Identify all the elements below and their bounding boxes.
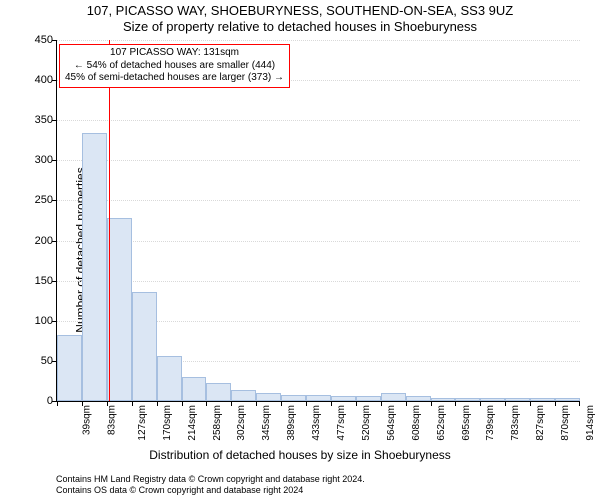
histogram-bar (356, 396, 381, 401)
x-tick-label: 827sqm (535, 405, 546, 441)
histogram-bar (406, 396, 431, 401)
chart-subtitle: Size of property relative to detached ho… (0, 20, 600, 34)
histogram-bar (555, 398, 580, 401)
histogram-bar (57, 335, 82, 401)
x-tick-mark (406, 401, 407, 406)
histogram-bar (530, 398, 555, 401)
footer-attribution: Contains HM Land Registry data © Crown c… (56, 474, 365, 496)
histogram-bar (82, 133, 107, 401)
y-tick-label: 250 (35, 194, 57, 206)
plot-area: 05010015020025030035040045039sqm83sqm127… (56, 40, 580, 402)
annotation-line: 45% of semi-detached houses are larger (… (65, 72, 284, 85)
footer-line-1: Contains HM Land Registry data © Crown c… (56, 474, 365, 485)
x-tick-mark (82, 401, 83, 406)
histogram-bar (381, 393, 406, 401)
histogram-bar (107, 218, 132, 401)
gridline (57, 120, 580, 121)
histogram-bar (455, 398, 480, 401)
x-tick-label: 564sqm (386, 405, 397, 441)
footer-line-2: Contains OS data © Crown copyright and d… (56, 485, 365, 496)
histogram-bar (256, 393, 281, 401)
x-axis-label: Distribution of detached houses by size … (0, 448, 600, 462)
y-tick-label: 450 (35, 34, 57, 46)
x-tick-label: 258sqm (212, 405, 223, 441)
x-tick-label: 520sqm (361, 405, 372, 441)
x-tick-mark (555, 401, 556, 406)
y-tick-label: 0 (47, 395, 57, 407)
gridline (57, 160, 580, 161)
x-tick-mark (306, 401, 307, 406)
y-tick-label: 350 (35, 114, 57, 126)
histogram-bar (331, 396, 356, 401)
x-tick-mark (505, 401, 506, 406)
y-tick-label: 400 (35, 74, 57, 86)
x-tick-mark (107, 401, 108, 406)
x-tick-label: 477sqm (336, 405, 347, 441)
histogram-bar (306, 395, 331, 401)
x-tick-mark (356, 401, 357, 406)
gridline (57, 281, 580, 282)
x-tick-label: 127sqm (137, 405, 148, 441)
x-tick-label: 389sqm (286, 405, 297, 441)
x-tick-mark (431, 401, 432, 406)
histogram-bar (206, 383, 231, 401)
x-tick-label: 914sqm (585, 405, 596, 441)
annotation-box: 107 PICASSO WAY: 131sqm← 54% of detached… (59, 44, 290, 88)
chart-title: 107, PICASSO WAY, SHOEBURYNESS, SOUTHEND… (0, 4, 600, 18)
x-tick-label: 739sqm (486, 405, 497, 441)
x-tick-label: 783sqm (510, 405, 521, 441)
y-tick-label: 150 (35, 275, 57, 287)
histogram-bar (505, 398, 530, 401)
x-tick-mark (579, 401, 580, 406)
x-tick-mark (157, 401, 158, 406)
histogram-bar (431, 398, 456, 401)
x-tick-mark (231, 401, 232, 406)
x-tick-label: 39sqm (82, 405, 93, 435)
histogram-bar (182, 377, 207, 401)
x-tick-label: 695sqm (461, 405, 472, 441)
x-tick-label: 345sqm (261, 405, 272, 441)
gridline (57, 241, 580, 242)
histogram-bar (231, 390, 256, 401)
x-tick-mark (480, 401, 481, 406)
x-tick-mark (281, 401, 282, 406)
x-tick-mark (182, 401, 183, 406)
chart-container: { "chart": { "type": "histogram", "title… (0, 0, 600, 500)
gridline (57, 40, 580, 41)
x-tick-mark (455, 401, 456, 406)
y-tick-label: 50 (41, 355, 57, 367)
annotation-line: ← 54% of detached houses are smaller (44… (65, 60, 284, 73)
histogram-bar (132, 292, 157, 401)
x-tick-label: 433sqm (311, 405, 322, 441)
x-tick-label: 214sqm (187, 405, 198, 441)
x-tick-mark (132, 401, 133, 406)
x-tick-label: 608sqm (411, 405, 422, 441)
y-tick-label: 200 (35, 235, 57, 247)
histogram-bar (281, 395, 306, 401)
x-tick-mark (381, 401, 382, 406)
x-tick-label: 870sqm (560, 405, 571, 441)
x-tick-label: 302sqm (237, 405, 248, 441)
gridline (57, 200, 580, 201)
y-tick-label: 100 (35, 315, 57, 327)
x-tick-mark (57, 401, 58, 406)
x-tick-mark (331, 401, 332, 406)
x-tick-label: 83sqm (106, 405, 117, 435)
histogram-bar (480, 398, 505, 401)
annotation-line: 107 PICASSO WAY: 131sqm (65, 47, 284, 60)
x-tick-mark (530, 401, 531, 406)
x-tick-label: 652sqm (436, 405, 447, 441)
x-tick-mark (256, 401, 257, 406)
histogram-bar (157, 356, 182, 401)
x-tick-mark (206, 401, 207, 406)
property-marker-line (109, 40, 110, 401)
x-tick-label: 170sqm (162, 405, 173, 441)
y-tick-label: 300 (35, 154, 57, 166)
